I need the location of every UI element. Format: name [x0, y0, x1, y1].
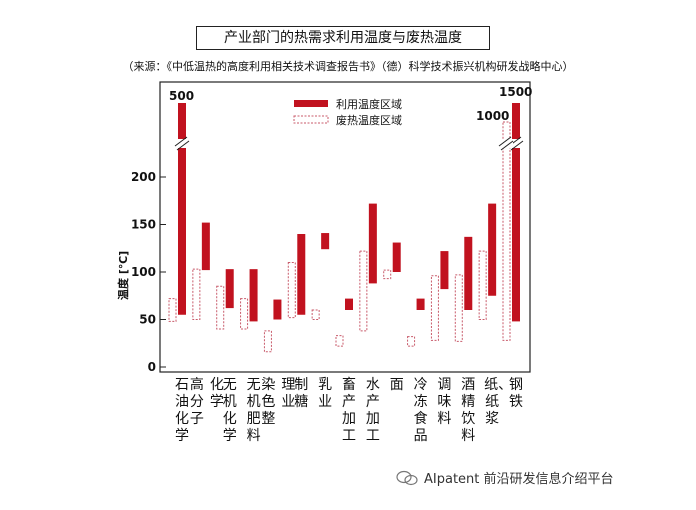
category-label-5: 染色整 理业: [261, 377, 296, 427]
utilization-range-11: [416, 298, 425, 310]
category-label-15: 钢铁: [509, 377, 523, 410]
utilization-range-10: [392, 242, 401, 272]
category-label-3: 无机化学: [222, 377, 237, 444]
y-tick-label-150: 150: [131, 218, 156, 232]
utilization-range-2: [201, 222, 210, 271]
axis-break-line-b-2: [510, 140, 524, 151]
category-label-13: 酒精饮料: [461, 377, 476, 444]
utilization-range-14: [488, 203, 497, 296]
category-label-12: 调味料: [437, 377, 452, 427]
waste-range-11: [407, 336, 416, 347]
axis-break-gap-2: [509, 139, 523, 148]
utilization-range-15: [512, 103, 520, 322]
utilization-range-3: [225, 269, 234, 309]
y-tick-label-50: 50: [139, 313, 156, 327]
axis-break-line-b-3: [500, 140, 514, 151]
y-tick-label-0: 0: [148, 360, 156, 374]
waste-range-6: [287, 262, 296, 319]
waste-range-15: [502, 121, 511, 341]
chart-source: （来源：《中低温热的高度利用相关技术调查报告书》（德）科学技术振兴机构研发战略中…: [122, 60, 574, 73]
waste-range-4: [240, 298, 249, 330]
waste-range-3: [216, 285, 225, 330]
utilization-range-12: [440, 251, 449, 290]
category-label-10: 面: [389, 377, 404, 393]
category-label-9: 水产加工: [365, 377, 380, 444]
break-value-label-1000: 1000: [476, 109, 509, 123]
utilization-range-9: [368, 203, 377, 284]
utilization-range-5: [273, 299, 282, 320]
axis-break-gap-1: [175, 139, 189, 148]
category-label-2: 高分子 化学: [189, 377, 224, 427]
axis-break-gap-3: [499, 139, 513, 148]
waste-range-8: [335, 335, 344, 347]
category-label-1: 石油化学: [175, 377, 189, 444]
waste-range-14: [478, 250, 487, 321]
axis-break-line-a-1: [174, 136, 188, 147]
chart-title-box: 产业部门的热需求利用温度与废热温度: [196, 26, 490, 50]
utilization-range-6: [297, 234, 306, 315]
category-label-8: 畜产加工: [342, 377, 356, 444]
category-label-11: 冷冻食品: [413, 377, 428, 444]
legend-swatch-waste: [293, 115, 329, 124]
category-label-4: 无机肥料: [246, 377, 261, 444]
waste-range-12: [430, 275, 439, 341]
waste-range-9: [359, 250, 368, 332]
legend-swatch-utilization: [294, 100, 328, 107]
utilization-range-7: [321, 233, 330, 250]
waste-range-10: [383, 269, 392, 280]
category-label-7: 乳业: [318, 377, 333, 410]
break-value-label-1500: 1500: [499, 85, 532, 99]
break-value-label-500: 500: [169, 89, 194, 103]
utilization-range-4: [249, 269, 258, 322]
legend-label-2: 废热温度区域: [336, 113, 402, 127]
category-label-6: 制糖: [294, 377, 309, 410]
utilization-range-8: [345, 298, 353, 310]
waste-range-2: [192, 268, 201, 320]
waste-range-7: [311, 309, 320, 320]
category-label-14: 纸、纸浆: [484, 377, 513, 427]
chart-title: 产业部门的热需求利用温度与废热温度: [224, 30, 462, 46]
wechat-icon: [396, 470, 418, 485]
utilization-range-1: [178, 103, 186, 315]
legend-label-1: 利用温度区域: [336, 97, 402, 111]
y-tick-label-200: 200: [131, 170, 156, 184]
axis-break-line-b-1: [176, 140, 190, 151]
watermark: AIpatent 前沿研发信息介绍平台: [396, 468, 614, 487]
waste-range-1: [168, 298, 177, 322]
waste-range-5: [263, 330, 272, 353]
axis-break-line-a-3: [498, 136, 512, 147]
waste-range-13: [454, 274, 463, 342]
y-axis-label: 温度 [℃]: [116, 251, 130, 300]
y-tick-label-100: 100: [131, 265, 156, 279]
watermark-text: AIpatent 前沿研发信息介绍平台: [424, 472, 614, 487]
utilization-range-13: [464, 236, 473, 310]
